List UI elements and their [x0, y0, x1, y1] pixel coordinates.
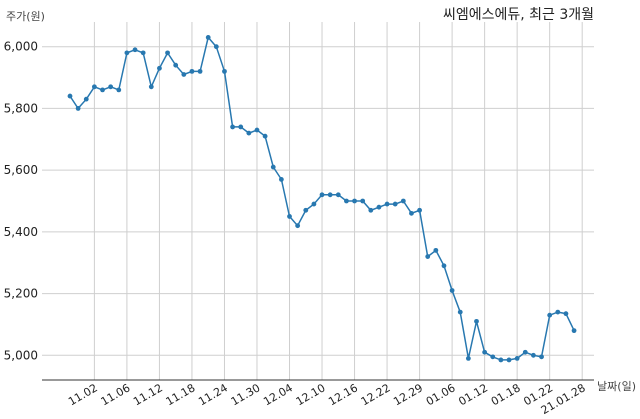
data-point: [165, 50, 170, 56]
data-point: [270, 164, 276, 170]
data-point: [457, 309, 463, 315]
data-point: [506, 357, 512, 363]
y-tick-label: 5,000: [4, 348, 38, 362]
x-axis-label: 날짜(일): [597, 380, 636, 393]
data-point: [539, 354, 544, 360]
data-point: [189, 68, 195, 74]
chart-title: 씨엠에스에듀, 최근 3개월: [442, 7, 594, 23]
y-tick-label: 6,000: [4, 40, 38, 54]
data-point: [254, 127, 260, 133]
data-point: [100, 87, 105, 93]
grid: [42, 22, 594, 380]
x-tick-label: 11.30: [229, 381, 263, 408]
data-point: [335, 192, 341, 198]
data-point: [498, 357, 504, 363]
data-point: [116, 87, 122, 93]
data-point: [392, 201, 398, 207]
data-point: [563, 311, 569, 317]
x-tick-label: 12.16: [326, 381, 360, 408]
data-point: [132, 47, 138, 53]
data-point: [108, 84, 114, 90]
data-point: [417, 207, 422, 213]
data-point: [547, 312, 553, 318]
data-point: [311, 201, 317, 207]
data-point: [490, 354, 496, 360]
y-tick-label: 5,600: [4, 163, 38, 177]
data-point: [384, 201, 390, 207]
x-tick-label: 11.18: [164, 381, 198, 408]
data-point: [230, 124, 236, 130]
y-tick-label: 5,800: [4, 101, 38, 115]
y-tick-label: 5,400: [4, 225, 38, 239]
x-ticks: 11.0211.0611.1211.1811.2411.3012.0412.10…: [66, 381, 588, 417]
data-point: [319, 192, 325, 198]
data-point: [173, 62, 179, 68]
data-point: [75, 106, 81, 111]
data-point: [213, 44, 219, 50]
x-tick-label: 11.24: [196, 381, 230, 408]
x-tick-label: 01.18: [489, 381, 523, 408]
data-point: [303, 207, 309, 213]
x-tick-label: 01.06: [424, 381, 458, 408]
x-tick-label: 11.06: [99, 381, 133, 408]
data-point: [449, 288, 455, 293]
data-point: [433, 247, 439, 253]
data-point: [474, 318, 479, 324]
data-point: [344, 198, 349, 204]
data-point: [148, 84, 154, 90]
data-point: [465, 355, 471, 361]
x-tick-label: 11.12: [131, 381, 165, 408]
x-tick-label: 12.22: [359, 381, 393, 408]
data-point: [205, 35, 211, 40]
data-point: [352, 198, 357, 204]
y-tick-label: 5,200: [4, 287, 38, 301]
data-point: [368, 207, 374, 213]
data-point: [531, 352, 536, 358]
data-point: [514, 355, 520, 361]
x-tick-label: 12.10: [294, 381, 328, 408]
x-tick-label: 11.02: [66, 381, 100, 408]
data-point: [571, 328, 577, 334]
data-point: [157, 65, 162, 71]
data-point: [181, 72, 187, 77]
data-point: [482, 349, 488, 355]
data-point: [67, 93, 73, 99]
data-point: [83, 96, 89, 102]
data-point: [91, 84, 97, 90]
data-point: [409, 210, 414, 216]
data-point: [441, 263, 447, 269]
data-point: [360, 198, 366, 204]
data-point: [197, 68, 203, 74]
data-point: [287, 214, 292, 219]
data-point: [555, 309, 561, 315]
y-axis-label: 주가(원): [6, 10, 45, 23]
price-series: [67, 35, 577, 363]
data-point: [238, 124, 244, 130]
data-point: [262, 133, 268, 139]
data-point: [124, 50, 130, 56]
x-tick-label: 12.29: [391, 381, 425, 408]
data-point: [222, 68, 227, 74]
x-tick-label: 01.12: [456, 381, 490, 408]
data-point: [522, 349, 528, 355]
data-point: [400, 198, 406, 204]
data-point: [376, 204, 382, 210]
y-ticks: 5,000 5,200 5,400 5,600 5,800 6,000: [4, 40, 38, 363]
data-point: [246, 130, 252, 136]
data-point: [140, 50, 146, 56]
x-tick-label: 12.04: [261, 381, 295, 408]
data-point: [278, 176, 284, 182]
data-point: [425, 254, 431, 259]
data-point: [327, 192, 333, 198]
data-point: [295, 223, 301, 229]
